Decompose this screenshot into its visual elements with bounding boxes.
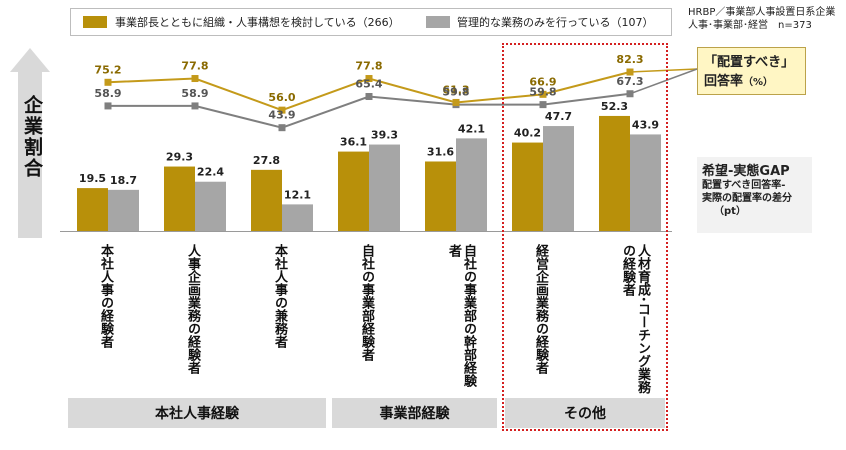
- line-label-series1: 77.8: [355, 60, 382, 73]
- bar-label-series1: 52.3: [601, 100, 628, 113]
- category-label: 自社の事業部経験者: [359, 244, 374, 361]
- legend: 事業部長とともに組織・人事構想を検討している（266） 管理的な業務のみを行って…: [70, 8, 672, 36]
- line-label-series1: 75.2: [94, 63, 121, 76]
- line-label-series2: 59.8: [529, 86, 556, 99]
- bar-series1: [251, 169, 282, 231]
- line-marker-series2: [104, 102, 112, 110]
- bar-label-series2: 12.1: [284, 188, 311, 201]
- category-label: 自社の事業部の幹部経験者: [446, 244, 476, 387]
- line-label-series1: 56.0: [268, 91, 295, 104]
- rate-callout-sub: 回答率: [704, 74, 744, 89]
- line-marker-series2: [365, 93, 373, 101]
- bar-label-series2: 39.3: [371, 129, 398, 142]
- line-marker-series1: [365, 75, 373, 83]
- bar-label-series2: 43.9: [632, 118, 659, 131]
- line-marker-series1: [626, 68, 634, 76]
- source-note: HRBP／事業部人事設置日系企業 人事･事業部･経営 n=373: [688, 6, 835, 32]
- line-label-series2: 43.9: [268, 109, 295, 122]
- bar-label-series2: 47.7: [545, 110, 572, 123]
- line-marker-series1: [452, 98, 460, 106]
- line-label-series1: 82.3: [616, 53, 643, 66]
- category-label: 本社人事の兼務者: [272, 244, 287, 348]
- bar-series1: [338, 151, 369, 231]
- line-label-series2: 58.9: [94, 87, 121, 100]
- line-marker-series2: [539, 101, 547, 109]
- rate-callout-unit: （%）: [743, 77, 774, 88]
- line-marker-series1: [278, 106, 286, 114]
- line-label-series1: 66.9: [529, 75, 556, 88]
- rate-callout: 「配置すべき」 回答率（%）: [697, 47, 806, 95]
- legend-label-series1: 事業部長とともに組織・人事構想を検討している（266）: [115, 16, 400, 29]
- line-marker-series2: [278, 124, 286, 132]
- bar-series1: [77, 188, 108, 231]
- legend-label-series2: 管理的な業務のみを行っている（107）: [457, 16, 654, 29]
- line-marker-series2: [626, 90, 634, 98]
- legend-swatch-series2: [426, 16, 450, 28]
- bar-label-series2: 18.7: [110, 174, 137, 187]
- source-line-2: 人事･事業部･経営 n=373: [688, 20, 812, 31]
- gap-callout-line-2: 実際の配置率の差分: [702, 193, 792, 204]
- line-marker-series1: [539, 90, 547, 98]
- category-label: 人事企画業務の経験者: [185, 244, 200, 374]
- line-marker-series1: [191, 75, 199, 83]
- bar-series1: [599, 115, 630, 231]
- line-label-series2: 67.3: [616, 75, 643, 88]
- bar-series2: [108, 189, 139, 231]
- bar-label-series1: 40.2: [514, 127, 541, 140]
- line-label-series2: 59.8: [442, 86, 469, 99]
- bar-series2: [282, 204, 313, 231]
- bar-series1: [512, 142, 543, 231]
- line-marker-series2: [191, 102, 199, 110]
- group-label-other: その他: [505, 398, 665, 428]
- bar-label-series1: 19.5: [79, 172, 106, 185]
- line-marker-series1: [104, 78, 112, 86]
- bar-series2: [630, 134, 661, 231]
- bar-series2: [369, 144, 400, 231]
- source-line-1: HRBP／事業部人事設置日系企業: [688, 7, 836, 18]
- gap-callout-title: 希望-実態GAP: [702, 164, 790, 179]
- bar-label-series2: 42.1: [458, 122, 485, 135]
- group-label-honsha: 本社人事経験: [68, 398, 326, 428]
- bar-label-series1: 31.6: [427, 145, 454, 158]
- connector-line-series1: [629, 68, 698, 73]
- bar-label-series1: 36.1: [340, 136, 367, 149]
- bar-series2: [195, 181, 226, 231]
- gap-callout: 希望-実態GAP 配置すべき回答率- 実際の配置率の差分 （pt）: [697, 157, 812, 233]
- connector-line-series2: [629, 68, 698, 95]
- line-label-series2: 65.4: [355, 78, 382, 91]
- y-axis-label: 企業割合: [21, 95, 43, 179]
- group-label-jigyobu: 事業部経験: [332, 398, 497, 428]
- category-label: 経営企画業務の経験者: [533, 244, 548, 374]
- gap-callout-line-1: 配置すべき回答率-: [702, 180, 786, 191]
- line-label-series2: 58.9: [181, 87, 208, 100]
- bar-label-series1: 27.8: [253, 154, 280, 167]
- bar-label-series1: 29.3: [166, 151, 193, 164]
- rate-callout-title: 「配置すべき」: [704, 55, 795, 70]
- category-label: 本社人事の経験者: [98, 244, 113, 348]
- line-label-series1: 61.3: [442, 83, 469, 96]
- legend-swatch-series1: [83, 16, 107, 28]
- y-axis-arrow-icon: [10, 48, 50, 238]
- line-label-series1: 77.8: [181, 60, 208, 73]
- highlight-box: [502, 43, 668, 431]
- bar-series2: [543, 126, 574, 231]
- gap-callout-line-3: （pt）: [714, 206, 746, 217]
- bar-label-series2: 22.4: [197, 166, 224, 179]
- bar-series2: [456, 138, 487, 231]
- bar-series1: [164, 166, 195, 231]
- category-label: 人材育成･コーチング業務の経験者: [620, 244, 650, 394]
- bar-series1: [425, 161, 456, 231]
